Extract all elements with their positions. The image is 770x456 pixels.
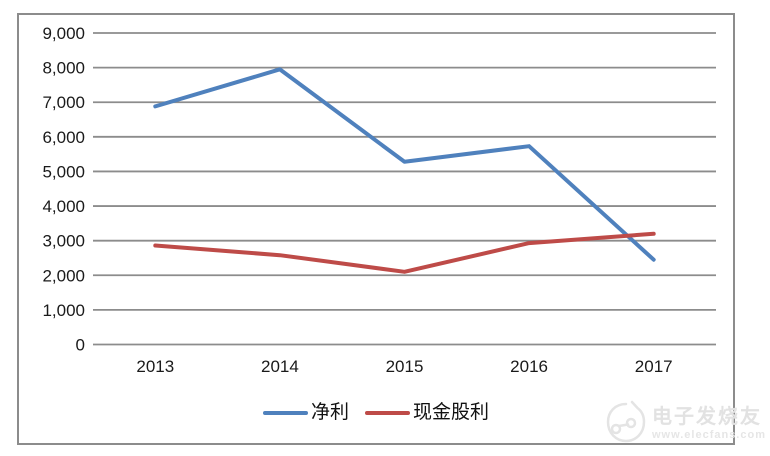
net-profit-line-swatch <box>262 411 308 415</box>
y-axis-tick-label: 3,000 <box>42 232 85 251</box>
series-line-1 <box>153 231 656 274</box>
chart-legend: 净利 现金股利 <box>17 402 735 424</box>
legend-item-cash-dividend: 现金股利 <box>365 402 489 424</box>
y-axis-tick-label: 8,000 <box>42 59 85 78</box>
x-axis-tick-label: 2013 <box>136 357 174 376</box>
y-axis-tick-label: 7,000 <box>42 93 85 112</box>
y-axis-tick-label: 0 <box>76 336 85 355</box>
legend-item-net-profit: 净利 <box>262 402 349 424</box>
legend-label-cash-dividend: 现金股利 <box>413 402 490 423</box>
x-axis-tick-label: 2014 <box>261 357 299 376</box>
y-axis-tick-label: 9,000 <box>42 24 85 43</box>
y-axis-tick-label: 5,000 <box>42 162 85 181</box>
x-axis-tick-label: 2017 <box>635 357 673 376</box>
x-axis-tick-label: 2015 <box>386 357 424 376</box>
y-axis-tick-label: 4,000 <box>42 197 85 216</box>
legend-label-net-profit: 净利 <box>310 402 349 423</box>
x-axis-tick-label: 2016 <box>510 357 548 376</box>
series-line-0 <box>153 67 656 262</box>
cash-dividend-line-swatch <box>365 411 410 415</box>
y-axis-tick-label: 1,000 <box>42 301 85 320</box>
y-axis-tick-label: 6,000 <box>42 128 85 147</box>
y-axis-tick-label: 2,000 <box>42 266 85 285</box>
chart-frame <box>17 13 735 445</box>
